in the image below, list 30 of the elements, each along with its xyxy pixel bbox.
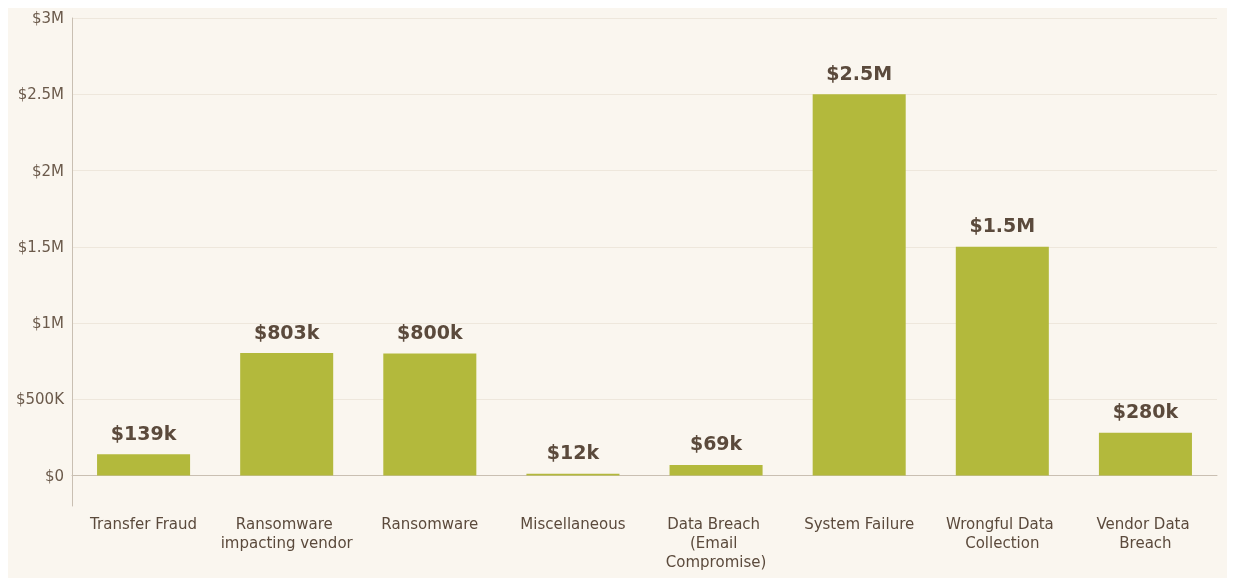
data-label: $12k [546, 441, 600, 464]
bar [240, 353, 334, 476]
x-tick-label: Ransomware [381, 514, 479, 533]
bar [1098, 432, 1192, 476]
data-label: $139k [110, 421, 177, 444]
data-label: $69k [689, 432, 743, 455]
y-tick-label: $2M [31, 161, 64, 180]
bar [669, 464, 763, 476]
x-tick-label: Data Breach (Email Compromise) [665, 514, 767, 571]
y-tick-label: $3M [31, 9, 64, 27]
data-label: $803k [253, 320, 320, 343]
x-tick-label: Miscellaneous [520, 514, 626, 533]
y-tick-label: $1.5M [17, 237, 64, 256]
x-tick-label: Vendor Data Breach [1096, 514, 1195, 552]
bar [383, 353, 477, 476]
data-label: $2.5M [826, 61, 893, 84]
x-tick-label: System Failure [804, 514, 915, 533]
x-tick-label: Transfer Fraud [89, 514, 198, 533]
bar [97, 454, 191, 476]
y-tick-label: $500K [15, 390, 66, 409]
bar [812, 94, 906, 476]
x-tick-label: Wrongful Data Collection [946, 514, 1059, 552]
data-label: $280k [1112, 400, 1179, 423]
x-tick-label: Ransomware impacting vendor [220, 514, 354, 552]
data-label: $1.5M [969, 214, 1036, 237]
bar [955, 246, 1049, 476]
data-label: $800k [397, 321, 463, 343]
y-tick-label: $2.5M [17, 85, 64, 104]
y-tick-label: $1M [31, 314, 64, 332]
y-tick-label: $0 [44, 466, 64, 485]
